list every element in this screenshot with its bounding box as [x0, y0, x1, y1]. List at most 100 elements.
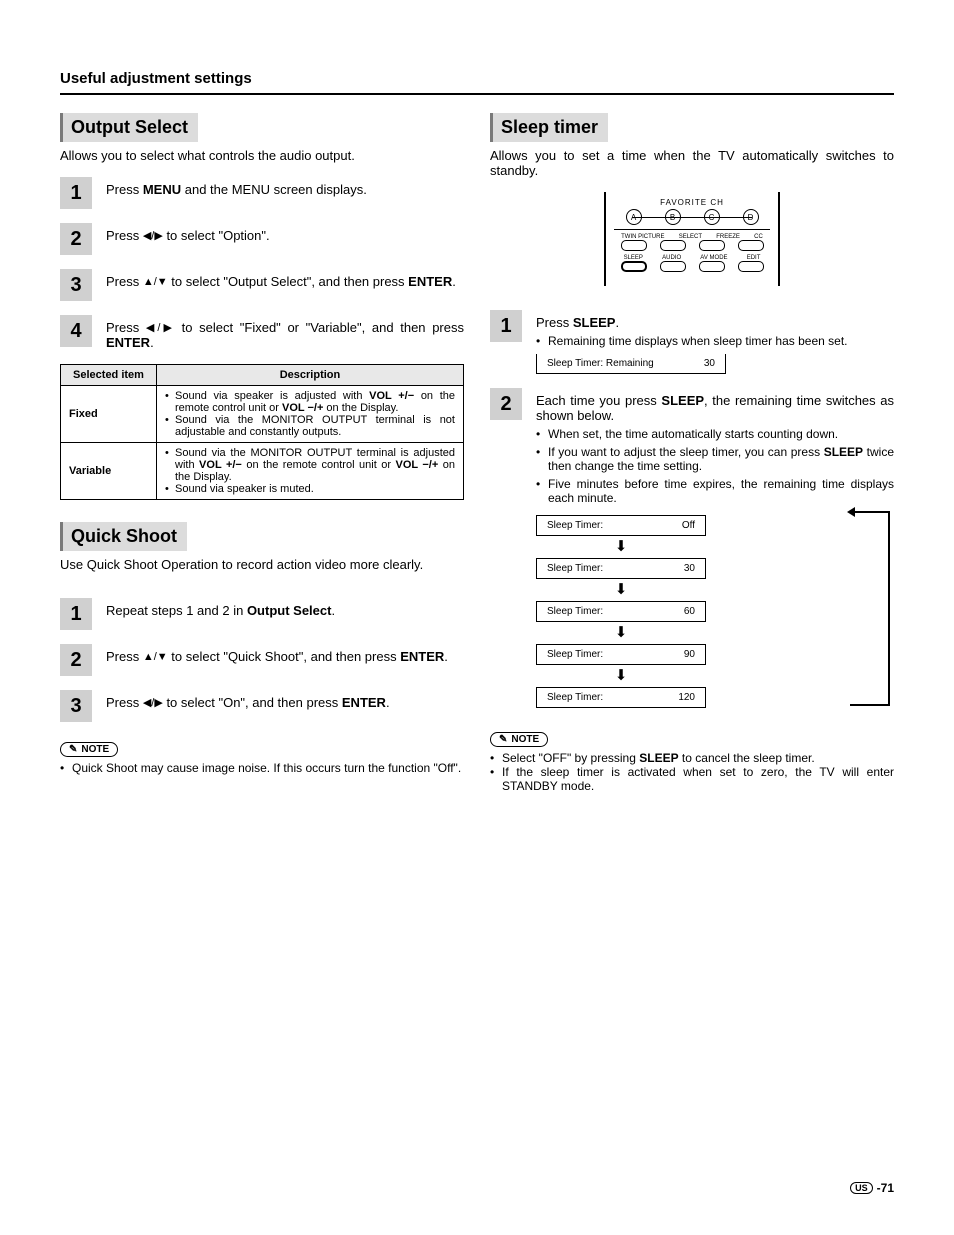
step-number: 1 — [60, 177, 92, 209]
t: SLEEP — [661, 393, 704, 408]
t: to select "Fixed" or "Variable", and the… — [175, 320, 464, 335]
t: Sleep Timer: — [547, 563, 603, 574]
output-step-2: 2 Press ◀/▶ to select "Option". — [60, 223, 464, 255]
t: . — [615, 315, 619, 330]
flow-return-arrow — [850, 511, 890, 706]
down-arrow-icon: ⬇ — [536, 583, 706, 597]
note-list: Quick Shoot may cause image noise. If th… — [60, 761, 464, 775]
left-right-arrow-icon: ◀/▶ — [143, 230, 163, 242]
step-number: 3 — [60, 690, 92, 722]
step-text: Press ◀/▶ to select "Option". — [106, 223, 464, 243]
t: If you want to adjust the sleep timer, y… — [548, 445, 824, 459]
sleep-timer-flow: Sleep Timer: Off ⬇ Sleep Timer: 30 ⬇ Sleep… — [536, 505, 894, 712]
table-cell: Fixed — [61, 386, 157, 443]
t: Each time you press — [536, 393, 661, 408]
step-text: Press ▲/▼ to select "Output Select", and… — [106, 269, 464, 289]
t: 60 — [684, 606, 695, 617]
step-text: Repeat steps 1 and 2 in Output Select. — [106, 598, 464, 618]
t: Sound via speaker is adjusted with — [175, 390, 369, 402]
t: to select "Quick Shoot", and then press — [168, 649, 401, 664]
remote-label: SELECT — [679, 234, 702, 240]
page-header: Useful adjustment settings — [60, 70, 894, 87]
output-step-4: 4 Press ◀/▶ to select "Fixed" or "Variab… — [60, 315, 464, 350]
quick-step-2: 2 Press ▲/▼ to select "Quick Shoot", and… — [60, 644, 464, 676]
t: on the Display. — [323, 402, 398, 414]
note-item: Quick Shoot may cause image noise. If th… — [60, 761, 464, 775]
remote-diagram: FAVORITE CH A B C D TWIN PICTURE SELECT … — [604, 192, 780, 286]
step-text: Press SLEEP. Remaining time displays whe… — [536, 310, 894, 374]
t: Press — [536, 315, 573, 330]
t: ENTER — [106, 335, 150, 350]
note-item: If the sleep timer is activated when set… — [490, 765, 894, 793]
t: 90 — [684, 649, 695, 660]
t: Sleep Timer: — [547, 520, 603, 531]
down-arrow-icon: ⬇ — [536, 540, 706, 554]
t: Sleep Timer: — [547, 606, 603, 617]
t: . — [150, 335, 154, 350]
step-text: Press ◀/▶ to select "On", and then press… — [106, 690, 464, 710]
t: Sound via speaker is muted. — [175, 483, 455, 495]
t: SLEEP — [824, 445, 863, 459]
table-cell: Variable — [61, 443, 157, 500]
down-arrow-icon: ⬇ — [536, 669, 706, 683]
remote-button-b: B — [665, 209, 681, 225]
step-text: Each time you press SLEEP, the remaining… — [536, 388, 894, 712]
step-text: Press MENU and the MENU screen displays. — [106, 177, 464, 197]
t: . — [386, 695, 390, 710]
t: Sleep Timer: — [547, 692, 603, 703]
section-desc-quick: Use Quick Shoot Operation to record acti… — [60, 557, 464, 572]
region-badge: US — [850, 1182, 873, 1194]
remote-button — [699, 261, 725, 272]
t: and the MENU screen displays. — [181, 182, 367, 197]
step-number: 4 — [60, 315, 92, 347]
t: MENU — [143, 182, 181, 197]
t: . — [452, 274, 456, 289]
t: SLEEP — [573, 315, 616, 330]
section-title-sleep: Sleep timer — [490, 113, 608, 142]
t: to cancel the sleep timer. — [679, 751, 815, 765]
t: ENTER — [400, 649, 444, 664]
t: VOL −/+ — [282, 402, 323, 414]
t: Press — [106, 182, 143, 197]
output-step-3: 3 Press ▲/▼ to select "Output Select", a… — [60, 269, 464, 301]
t: Output Select — [247, 603, 332, 618]
t: . — [444, 649, 448, 664]
flow-box: Sleep Timer:90 — [536, 644, 706, 665]
t: Press — [106, 274, 143, 289]
t: VOL +/− — [199, 459, 242, 471]
t: VOL +/− — [369, 390, 414, 402]
t: Press — [106, 695, 143, 710]
display-value: 30 — [704, 358, 715, 369]
t: 30 — [684, 563, 695, 574]
remote-button — [621, 240, 647, 251]
step-bullet: If you want to adjust the sleep timer, y… — [536, 445, 894, 473]
step-text: Press ◀/▶ to select "Fixed" or "Variable… — [106, 315, 464, 350]
note-icon: ✎ — [69, 744, 77, 755]
section-desc-output: Allows you to select what controls the a… — [60, 148, 464, 163]
left-column: Output Select Allows you to select what … — [60, 113, 464, 793]
t: VOL −/+ — [395, 459, 438, 471]
t: 120 — [678, 692, 695, 703]
t: to select "Option". — [163, 228, 270, 243]
page-footer: US -71 — [850, 1181, 894, 1195]
t: Repeat steps 1 and 2 in — [106, 603, 247, 618]
flow-box: Sleep Timer: 30 — [536, 558, 706, 579]
note-icon: ✎ — [499, 734, 507, 745]
t: Press — [106, 649, 143, 664]
t: Press — [106, 320, 146, 335]
t: Off — [682, 520, 695, 531]
display-label: Sleep Timer: Remaining — [547, 358, 654, 369]
flow-box: Sleep Timer: 120 — [536, 687, 706, 708]
remote-label: FAVORITE CH — [614, 198, 770, 207]
step-number: 1 — [60, 598, 92, 630]
step-bullet: When set, the time automatically starts … — [536, 427, 894, 441]
table-header: Description — [157, 365, 464, 386]
down-arrow-icon: ⬇ — [536, 626, 706, 640]
t: on the remote control unit or — [242, 459, 396, 471]
remote-button — [660, 261, 686, 272]
step-number: 1 — [490, 310, 522, 342]
remote-button — [660, 240, 686, 251]
t: Select "OFF" by pressing — [502, 751, 639, 765]
left-right-arrow-icon: ◀/▶ — [146, 322, 175, 334]
step-number: 2 — [60, 223, 92, 255]
